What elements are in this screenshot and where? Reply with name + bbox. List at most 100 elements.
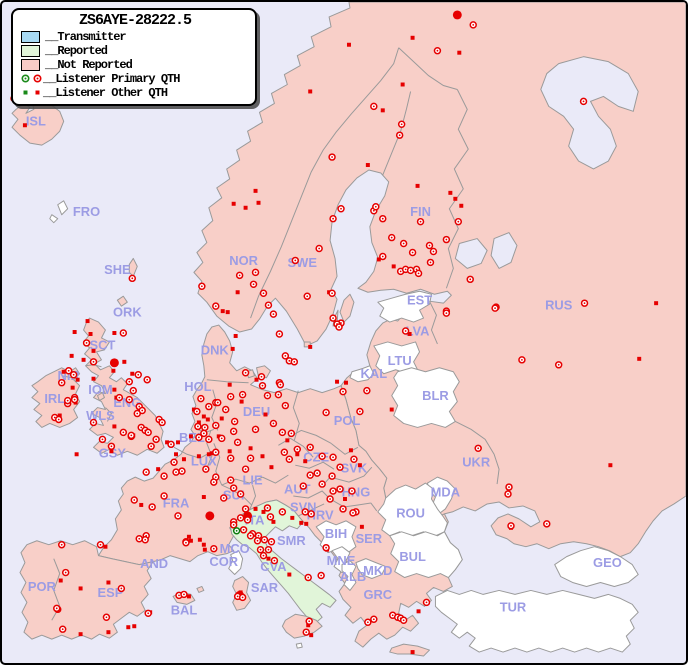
listener-primary-marker-dot [118, 396, 121, 399]
country-label-hol: HOL [184, 379, 211, 394]
listener-primary-marker-dot [256, 539, 259, 542]
region-est [377, 290, 432, 323]
listener-primary-marker-dot [252, 283, 255, 286]
listener-other-marker [344, 380, 348, 385]
listener-primary-marker-dot [260, 375, 263, 378]
country-label-she: SHE [104, 262, 131, 277]
listener-other-marker [271, 519, 276, 524]
listener-primary-marker-dot [372, 618, 375, 621]
listener-primary-marker-dot [445, 238, 448, 241]
listener-primary-marker-dot [155, 438, 158, 441]
listener-primary-marker-dot [239, 516, 242, 519]
country-border [206, 379, 249, 384]
listener-primary-marker-dot [140, 426, 143, 429]
listener-primary-marker-dot [332, 456, 334, 459]
listener-other-marker [654, 301, 659, 306]
listener-other-marker [295, 452, 300, 457]
country-border [329, 498, 371, 508]
listener-other-marker [410, 650, 415, 655]
listener-primary-marker-dot [281, 511, 284, 513]
listener-primary-marker-dot [163, 475, 165, 478]
listener-other-marker [389, 407, 394, 412]
country-label-cva: CVA [260, 559, 286, 574]
legend-item-label: __Not Reported [45, 57, 133, 72]
listener-primary-marker-dot [236, 441, 239, 444]
country-label-blr: BLR [422, 388, 449, 403]
listener-primary-marker-dot [307, 576, 310, 579]
country-label-esp: ESP [97, 585, 123, 600]
listener-primary-marker-dot [235, 529, 238, 532]
listener-primary-marker-dot [279, 383, 282, 386]
listener-other-marker [109, 449, 114, 454]
listener-primary-marker-dot [233, 420, 236, 423]
listener-other-marker [453, 196, 458, 201]
country-label-bul: BUL [399, 549, 426, 564]
country-label-alb: ALB [340, 569, 367, 584]
listener-other-marker [448, 190, 453, 195]
listener-primary-marker-dot [288, 359, 291, 362]
listener-primary-marker-dot [204, 468, 207, 471]
country-label-and: AND [140, 556, 168, 571]
listener-primary-marker-dot [272, 313, 275, 316]
listener-primary-marker-dot [381, 217, 384, 220]
legend-item: __Reported [21, 44, 249, 58]
listener-primary-marker-dot [398, 134, 401, 137]
listener-primary-marker-dot [320, 574, 323, 577]
listener-other-marker [269, 465, 274, 470]
listener-primary-marker-dot [72, 373, 75, 376]
listener-primary-marker-dot [263, 538, 266, 541]
country-label-geo: GEO [593, 555, 622, 570]
legend-swatch [21, 44, 40, 57]
country-label-grc: GRC [363, 587, 392, 602]
listener-primary-marker-dot [304, 511, 307, 513]
listener-primary-marker-dot [239, 493, 242, 495]
legend-items: __Transmitter __Reported __Not Reported __L… [21, 30, 249, 100]
listener-primary-marker-dot [331, 292, 333, 295]
country-label-est: EST [407, 293, 432, 308]
listener-primary-marker-dot [183, 593, 185, 596]
country-label-bih: BIH [325, 526, 347, 541]
country-border [333, 466, 373, 483]
legend-item: __Listener Other QTH [21, 85, 249, 100]
listener-primary-marker-dot [302, 485, 305, 487]
listener-primary-marker-dot [266, 507, 269, 509]
listener-other-marker [306, 623, 311, 628]
listener-primary-marker-dot [352, 512, 354, 514]
listener-primary-marker-dot [457, 220, 460, 223]
listener-other-marker [391, 264, 396, 269]
country-label-fro: FRO [73, 204, 100, 219]
listener-primary-marker-dot [436, 49, 439, 52]
listener-primary-marker-dot [99, 543, 102, 546]
listener-other-marker [380, 108, 385, 113]
listener-other-marker [75, 377, 80, 382]
listener-primary-marker-dot [325, 546, 328, 549]
country-label-hng: HNG [342, 484, 371, 499]
country-label-rus: RUS [545, 298, 573, 313]
listener-primary-marker-dot [55, 607, 58, 610]
country-border [382, 91, 412, 176]
listener-primary-marker-dot [197, 436, 200, 439]
listener-other-marker [261, 509, 266, 514]
listener-primary-marker-dot [222, 497, 225, 499]
listener-other-marker [22, 123, 27, 128]
listener-other-marker [197, 537, 202, 542]
legend-item-label: __Listener Other QTH [43, 85, 168, 100]
listener-primary-marker-dot [229, 457, 232, 460]
listener-other-icon [21, 88, 43, 97]
listener-primary-marker-dot [269, 515, 272, 518]
listener-primary-marker-dot [425, 601, 428, 604]
listener-primary-marker-dot [130, 434, 133, 437]
listener-primary-marker-dot [332, 317, 334, 319]
listener-primary-marker-dot [339, 488, 341, 490]
region-faroe1 [57, 200, 69, 216]
listener-primary-marker-dot [296, 448, 299, 451]
region-malta [295, 642, 303, 649]
listener-primary-marker-dot [224, 408, 227, 411]
listener-other-marker [233, 333, 238, 338]
listener-primary-marker-dot [229, 479, 232, 482]
listener-primary-marker-dot [409, 269, 412, 272]
listener-primary-marker-dot [122, 332, 125, 334]
listener-primary-marker-dot [469, 278, 472, 281]
